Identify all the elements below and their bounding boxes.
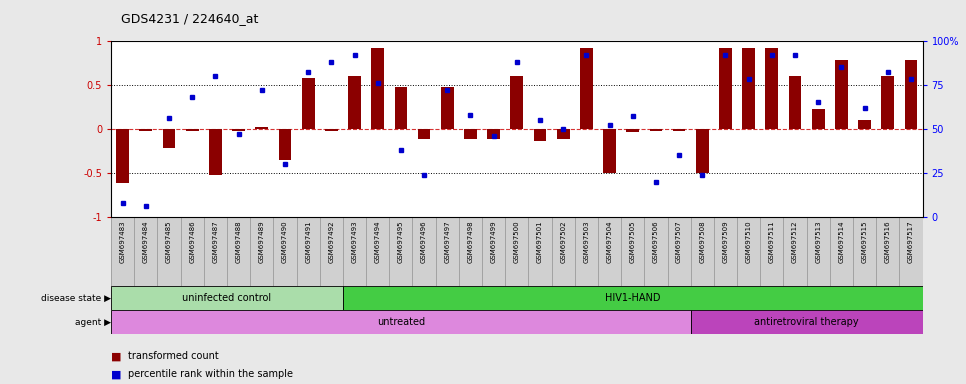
Text: GSM697516: GSM697516 [885,220,891,263]
Bar [719,48,732,129]
Text: GSM697486: GSM697486 [189,220,195,263]
Text: GSM697515: GSM697515 [862,220,867,263]
Text: GSM697509: GSM697509 [723,220,728,263]
Bar [603,129,616,173]
Text: percentile rank within the sample: percentile rank within the sample [128,369,294,379]
Text: ■: ■ [111,369,122,379]
Bar [348,76,361,129]
Bar [209,129,222,175]
Text: GSM697488: GSM697488 [236,220,242,263]
Bar [626,129,639,132]
Bar [788,76,802,129]
Text: GSM697504: GSM697504 [607,220,612,263]
Bar [580,48,593,129]
Text: GSM697499: GSM697499 [491,220,497,263]
Bar [111,286,343,310]
Text: uninfected control: uninfected control [183,293,271,303]
Bar [417,129,431,139]
Text: GSM697485: GSM697485 [166,220,172,263]
Bar [139,129,153,131]
Text: antiretroviral therapy: antiretroviral therapy [754,317,859,327]
Bar [811,109,825,129]
Bar [343,286,923,310]
Bar [464,129,477,139]
Bar [371,48,384,129]
Bar [510,76,524,129]
Text: GSM697505: GSM697505 [630,220,636,263]
Bar [301,78,315,129]
Text: GSM697491: GSM697491 [305,220,311,263]
Text: GSM697490: GSM697490 [282,220,288,263]
Text: GSM697487: GSM697487 [213,220,218,263]
Bar [487,129,500,139]
Text: GSM697492: GSM697492 [328,220,334,263]
Bar [742,48,755,129]
Text: GSM697514: GSM697514 [838,220,844,263]
Bar [649,129,663,131]
Bar [556,129,570,139]
Text: GSM697501: GSM697501 [537,220,543,263]
Text: GSM697510: GSM697510 [746,220,752,263]
Text: GSM697500: GSM697500 [514,220,520,263]
Text: GSM697483: GSM697483 [120,220,126,263]
Text: GDS4231 / 224640_at: GDS4231 / 224640_at [121,12,258,25]
Text: GSM697497: GSM697497 [444,220,450,263]
Text: GSM697508: GSM697508 [699,220,705,263]
Text: GSM697493: GSM697493 [352,220,357,263]
Bar [255,127,269,129]
Bar [691,311,923,334]
Bar [835,60,848,129]
Text: GSM697507: GSM697507 [676,220,682,263]
Bar [278,129,292,160]
Bar [672,129,686,131]
Text: HIV1-HAND: HIV1-HAND [605,293,661,303]
Text: GSM697495: GSM697495 [398,220,404,263]
Text: GSM697506: GSM697506 [653,220,659,263]
Text: GSM697502: GSM697502 [560,220,566,263]
Text: GSM697503: GSM697503 [583,220,589,263]
Text: GSM697498: GSM697498 [468,220,473,263]
Text: GSM697484: GSM697484 [143,220,149,263]
Bar [162,129,176,148]
Text: agent ▶: agent ▶ [74,318,111,326]
Bar [696,129,709,173]
Text: disease state ▶: disease state ▶ [41,293,111,303]
Bar [116,129,129,184]
Bar [765,48,779,129]
Bar [394,87,408,129]
Text: untreated: untreated [377,317,425,327]
Bar [881,76,895,129]
Text: GSM697489: GSM697489 [259,220,265,263]
Text: GSM697496: GSM697496 [421,220,427,263]
Text: GSM697513: GSM697513 [815,220,821,263]
Text: GSM697494: GSM697494 [375,220,381,263]
Bar [185,129,199,131]
Text: GSM697511: GSM697511 [769,220,775,263]
Bar [325,129,338,131]
Text: GSM697512: GSM697512 [792,220,798,263]
Bar [111,311,691,334]
Text: transformed count: transformed count [128,351,219,361]
Bar [440,87,454,129]
Bar [232,129,245,131]
Bar [904,60,918,129]
Text: GSM697517: GSM697517 [908,220,914,263]
Text: ■: ■ [111,351,122,361]
Bar [533,129,547,141]
Bar [858,120,871,129]
